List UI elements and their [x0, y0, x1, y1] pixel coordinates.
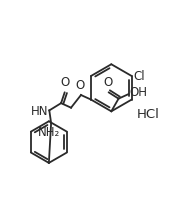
Text: NH₂: NH₂: [38, 126, 60, 139]
Text: HN: HN: [31, 105, 48, 118]
Text: O: O: [75, 79, 85, 92]
Text: OH: OH: [129, 86, 147, 99]
Text: O: O: [103, 76, 112, 89]
Text: HCl: HCl: [137, 108, 160, 121]
Text: Cl: Cl: [134, 71, 146, 83]
Text: O: O: [60, 76, 69, 89]
